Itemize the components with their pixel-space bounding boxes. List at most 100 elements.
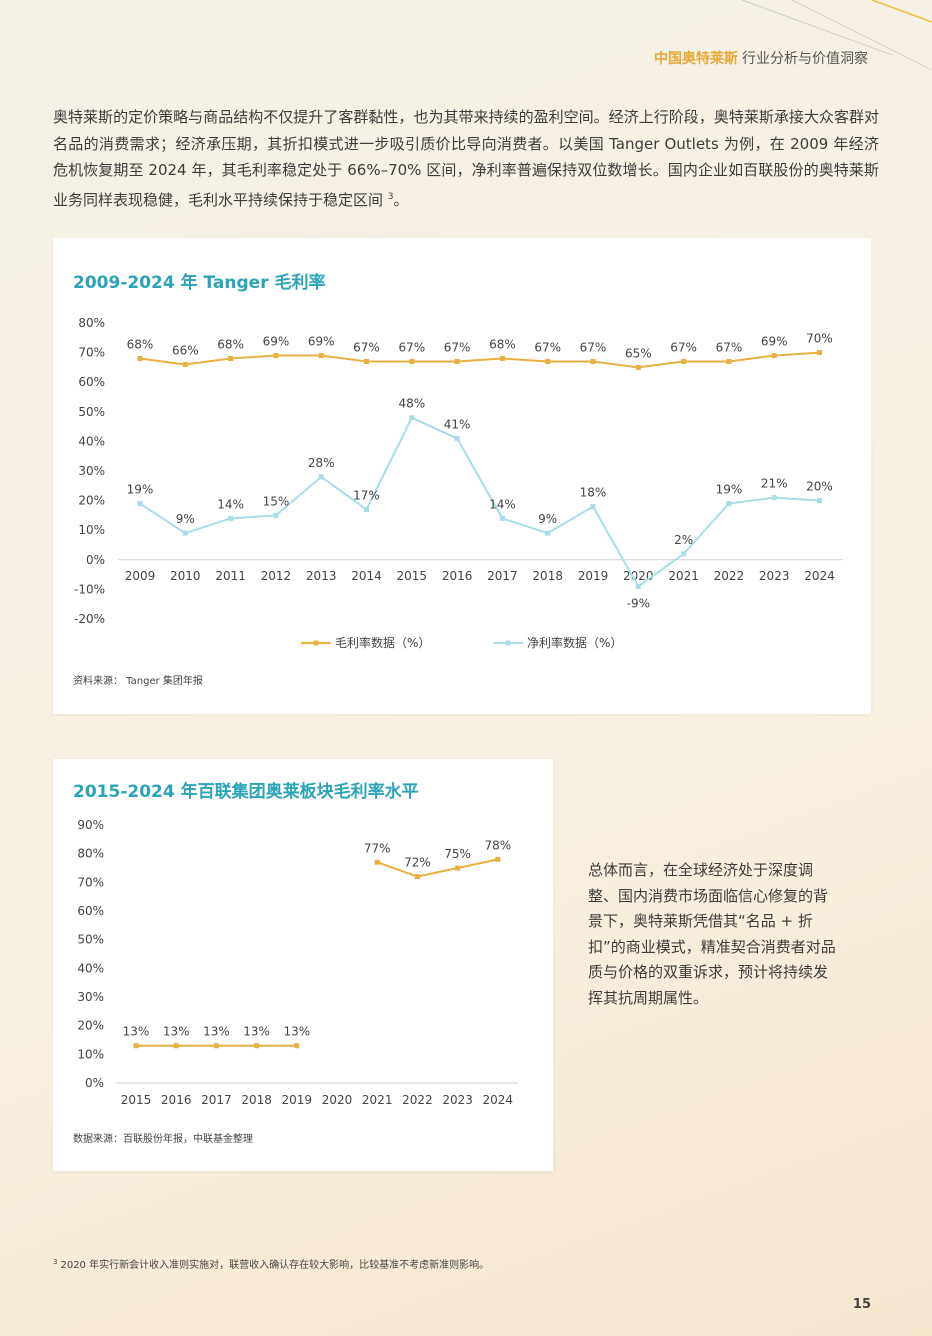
bailian-chart: 0% 10% 20% 30% 40% 50% 60% 70% 80% 90% 2015 2016 201… (77, 818, 518, 1107)
bailian-ytick-label: 20% (77, 1019, 104, 1033)
tanger-legend-label-1: 净利率数据（%） (527, 635, 622, 650)
tanger-series-1-point (137, 501, 143, 507)
tanger-series-1-point (817, 498, 822, 504)
bailian-chart-card: 2015-2024 年百联集团奥莱板块毛利率水平 0% 10% 20% 30% 40% 5… (53, 759, 553, 1171)
tanger-series-0-point (273, 353, 279, 359)
tanger-series-0-label: 69% (308, 335, 335, 349)
tanger-series-0-point (499, 356, 505, 362)
tanger-series-0-label: 70% (806, 332, 833, 346)
tanger-series-0-label: 68% (489, 338, 516, 352)
tanger-xtick-label: 2015 (397, 569, 428, 583)
bailian-xtick-label: 2021 (362, 1093, 393, 1107)
tanger-ytick-label: 30% (78, 464, 105, 478)
bailian-chart-source: 数据来源：百联股份年报，中联基金整理 (73, 1134, 253, 1145)
tanger-series-0-point (681, 358, 687, 364)
bailian-series-0-label: 13% (283, 1025, 310, 1039)
tanger-series-1-point (364, 506, 369, 512)
tanger-series-1-point (409, 415, 415, 421)
tanger-series-0-point (182, 361, 188, 367)
tanger-xtick-label: 2022 (714, 569, 745, 583)
tanger-series-1-label: 20% (806, 480, 833, 494)
tanger-series-1-label: 28% (308, 456, 335, 470)
tanger-xtick-label: 2010 (170, 569, 201, 583)
tanger-ytick-label: 80% (78, 316, 105, 330)
bailian-xtick-label: 2018 (241, 1093, 272, 1107)
tanger-series-0-point (364, 358, 369, 364)
tanger-xtick-label: 2011 (215, 569, 246, 583)
bailian-xtick-label: 2015 (121, 1093, 152, 1107)
tanger-series-0-point (817, 350, 822, 356)
tanger-series-0-point (318, 353, 324, 359)
tanger-series-0-label: 68% (217, 338, 244, 352)
footnote-text: 2020 年实行新会计收入准则实施对，联营收入确认存在较大影响，比较基准不考虑新… (60, 1260, 490, 1271)
footnote: 3 2020 年实行新会计收入准则实施对，联营收入确认存在较大影响，比较基准不考虑… (53, 1256, 489, 1271)
tanger-series-1-label: 17% (353, 488, 380, 502)
bailian-series-0-point (254, 1043, 260, 1049)
header-brand: 中国奥特莱斯 (654, 51, 738, 67)
tanger-xtick-label: 2009 (125, 569, 156, 583)
tanger-xtick-label: 2020 (623, 569, 654, 583)
tanger-series-0-point (137, 356, 143, 362)
tanger-xtick-label: 2016 (442, 569, 473, 583)
tanger-series-1-label: 2% (674, 533, 693, 547)
tanger-series-1-label: 15% (263, 494, 290, 508)
tanger-series-0-point (635, 364, 641, 370)
bailian-xtick-label: 2019 (282, 1093, 313, 1107)
tanger-series-1-point (681, 551, 687, 557)
tanger-series-1-point (273, 512, 279, 518)
tanger-xtick-label: 2021 (668, 569, 699, 583)
tanger-ytick-label: 0% (86, 553, 105, 567)
header-subtitle: 行业分析与价值洞察 (742, 51, 868, 67)
corner-decoration (741, 0, 932, 70)
tanger-series-1-point (318, 474, 324, 480)
tanger-series-1-label: 19% (716, 483, 743, 497)
tanger-series-1-label: 9% (538, 512, 557, 526)
tanger-series-0-label: 67% (534, 340, 561, 354)
tanger-xtick-label: 2012 (261, 569, 292, 583)
bailian-series-0-label: 78% (484, 838, 511, 852)
tanger-series-1-label: 19% (127, 483, 154, 497)
tanger-series-1-point (454, 435, 460, 441)
tanger-series-1-point (590, 504, 596, 510)
tanger-ytick-label: 20% (78, 494, 105, 508)
page-header: 中国奥特莱斯 行业分析与价值洞察 (654, 48, 868, 68)
bailian-series-0-label: 13% (123, 1025, 150, 1039)
bailian-ytick-label: 60% (77, 904, 104, 918)
bailian-series-0-label: 72% (404, 856, 431, 870)
tanger-series-0-label: 68% (127, 338, 154, 352)
tanger-series-0-label: 67% (670, 340, 697, 354)
tanger-series-1-label: 14% (489, 497, 516, 511)
bailian-series-0-line (376, 858, 499, 878)
bailian-ytick-label: 50% (77, 933, 104, 947)
bailian-ytick-label: 40% (77, 961, 104, 975)
bailian-series-0-label: 75% (444, 847, 471, 861)
tanger-chart: -20% -10% 0% 10% 20% 30% 40% 50% 60% 70% 80% 2009 20… (74, 316, 843, 650)
tanger-xtick-label: 2017 (487, 569, 518, 583)
bailian-series-0-point (414, 874, 420, 880)
tanger-chart-source: 资料来源： Tanger 集团年报 (73, 676, 203, 687)
tanger-xtick-label: 2019 (578, 569, 609, 583)
tanger-series-1-point (635, 583, 641, 589)
tanger-ytick-label: -20% (74, 612, 105, 626)
tanger-legend-label-0: 毛利率数据（%） (335, 635, 430, 650)
tanger-ytick-label: 50% (78, 405, 105, 419)
tanger-xtick-label: 2013 (306, 569, 337, 583)
bailian-series-0-point (173, 1043, 179, 1049)
footnote-ref: 3 (53, 1257, 58, 1266)
bailian-series-0-label: 77% (364, 841, 391, 855)
bailian-xtick-label: 2016 (161, 1093, 192, 1107)
bailian-series-0-point (374, 859, 380, 865)
tanger-series-0-point (454, 358, 460, 364)
bailian-series-0-point (495, 856, 501, 862)
bailian-ytick-label: 80% (77, 847, 104, 861)
tanger-series-1-point (499, 515, 505, 521)
tanger-series-0-label: 67% (444, 340, 471, 354)
tanger-ytick-label: 40% (78, 434, 105, 448)
bailian-chart-title: 2015-2024 年百联集团奥莱板块毛利率水平 (73, 782, 419, 802)
bailian-series-0-point (213, 1043, 219, 1049)
tanger-xtick-label: 2014 (351, 569, 382, 583)
intro-paragraph: 奥特莱斯的定价策略与商品结构不仅提升了客群黏性，也为其带来持续的盈利空间。经济上… (53, 104, 879, 213)
tanger-xtick-label: 2018 (532, 569, 563, 583)
intro-footnote-ref: 3 (387, 191, 394, 202)
tanger-series-1-point (228, 515, 234, 521)
